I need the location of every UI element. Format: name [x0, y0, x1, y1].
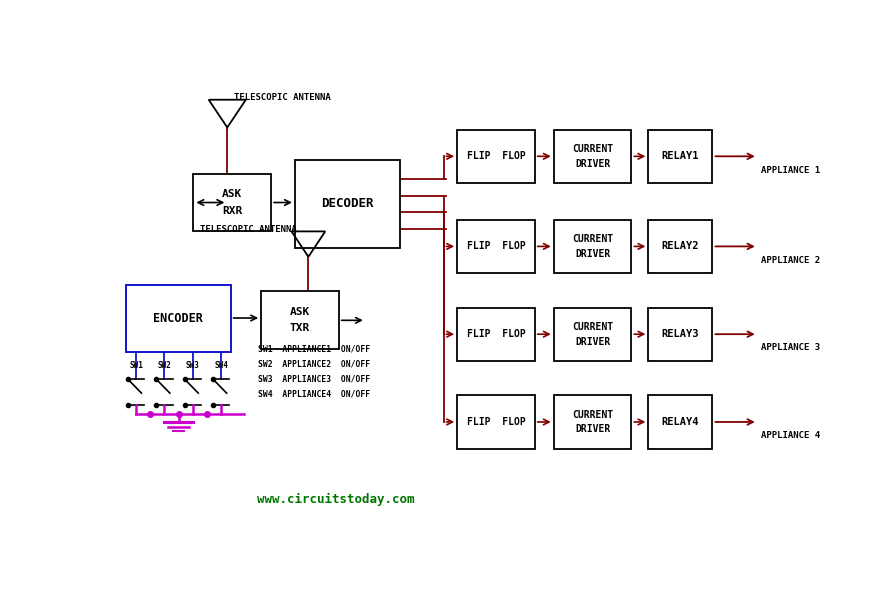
Bar: [648, 308, 712, 361]
Text: DECODER: DECODER: [321, 197, 373, 210]
Text: RELAY1: RELAY1: [662, 151, 699, 161]
Bar: [295, 160, 399, 248]
Text: ENCODER: ENCODER: [153, 311, 203, 325]
Bar: [554, 395, 631, 449]
Bar: [554, 220, 631, 273]
Bar: [126, 284, 230, 352]
Text: SW4: SW4: [215, 361, 228, 370]
Bar: [457, 308, 535, 361]
Text: DRIVER: DRIVER: [575, 159, 610, 169]
Text: APPLIANCE 3: APPLIANCE 3: [761, 343, 821, 352]
Text: CURRENT: CURRENT: [572, 144, 613, 154]
Text: TXR: TXR: [290, 323, 310, 334]
Text: APPLIANCE 4: APPLIANCE 4: [761, 431, 821, 440]
Bar: [554, 130, 631, 183]
Text: ASK: ASK: [222, 190, 242, 199]
Bar: [648, 130, 712, 183]
Text: FLIP  FLOP: FLIP FLOP: [467, 241, 525, 251]
Text: RELAY4: RELAY4: [662, 417, 699, 427]
Text: RELAY3: RELAY3: [662, 329, 699, 339]
Text: SW2: SW2: [158, 361, 172, 370]
Text: RXR: RXR: [222, 206, 242, 215]
Bar: [554, 308, 631, 361]
Bar: [194, 173, 271, 232]
Text: www.circuitstoday.com: www.circuitstoday.com: [256, 493, 414, 506]
Bar: [457, 220, 535, 273]
Text: ASK: ASK: [290, 307, 310, 317]
Text: APPLIANCE 1: APPLIANCE 1: [761, 166, 821, 175]
Text: SW2  APPLIANCE2  ON/OFF: SW2 APPLIANCE2 ON/OFF: [258, 359, 370, 368]
Text: APPLIANCE 2: APPLIANCE 2: [761, 256, 821, 265]
Text: SW1  APPLIANCE1  ON/OFF: SW1 APPLIANCE1 ON/OFF: [258, 345, 370, 354]
Bar: [261, 292, 338, 349]
Text: CURRENT: CURRENT: [572, 410, 613, 419]
Text: FLIP  FLOP: FLIP FLOP: [467, 151, 525, 161]
Text: SW3  APPLIANCE3  ON/OFF: SW3 APPLIANCE3 ON/OFF: [258, 374, 370, 383]
Text: SW1: SW1: [129, 361, 143, 370]
Text: FLIP  FLOP: FLIP FLOP: [467, 329, 525, 339]
Bar: [648, 395, 712, 449]
Text: SW3: SW3: [186, 361, 200, 370]
Bar: [457, 130, 535, 183]
Text: CURRENT: CURRENT: [572, 234, 613, 244]
Text: SW4  APPLIANCE4  ON/OFF: SW4 APPLIANCE4 ON/OFF: [258, 389, 370, 398]
Text: DRIVER: DRIVER: [575, 249, 610, 259]
Text: TELESCOPIC ANTENNA: TELESCOPIC ANTENNA: [201, 224, 297, 233]
Text: FLIP  FLOP: FLIP FLOP: [467, 417, 525, 427]
Bar: [457, 395, 535, 449]
Text: RELAY2: RELAY2: [662, 241, 699, 251]
Text: TELESCOPIC ANTENNA: TELESCOPIC ANTENNA: [234, 93, 330, 102]
Text: DRIVER: DRIVER: [575, 424, 610, 434]
Text: DRIVER: DRIVER: [575, 337, 610, 347]
Text: CURRENT: CURRENT: [572, 322, 613, 332]
Bar: [648, 220, 712, 273]
